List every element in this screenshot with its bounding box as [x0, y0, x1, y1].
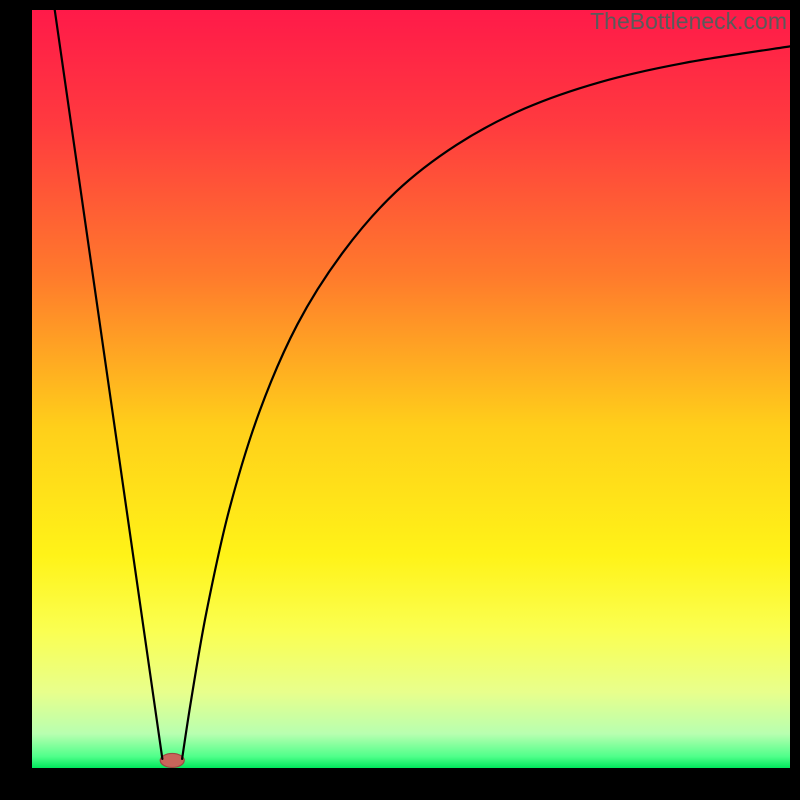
- gradient-rect: [32, 10, 790, 768]
- plot-area: [32, 10, 790, 768]
- chart-root: TheBottleneck.com: [0, 0, 800, 800]
- valley-marker: [160, 753, 184, 767]
- chart-svg: [32, 10, 790, 768]
- watermark-text: TheBottleneck.com: [590, 8, 787, 35]
